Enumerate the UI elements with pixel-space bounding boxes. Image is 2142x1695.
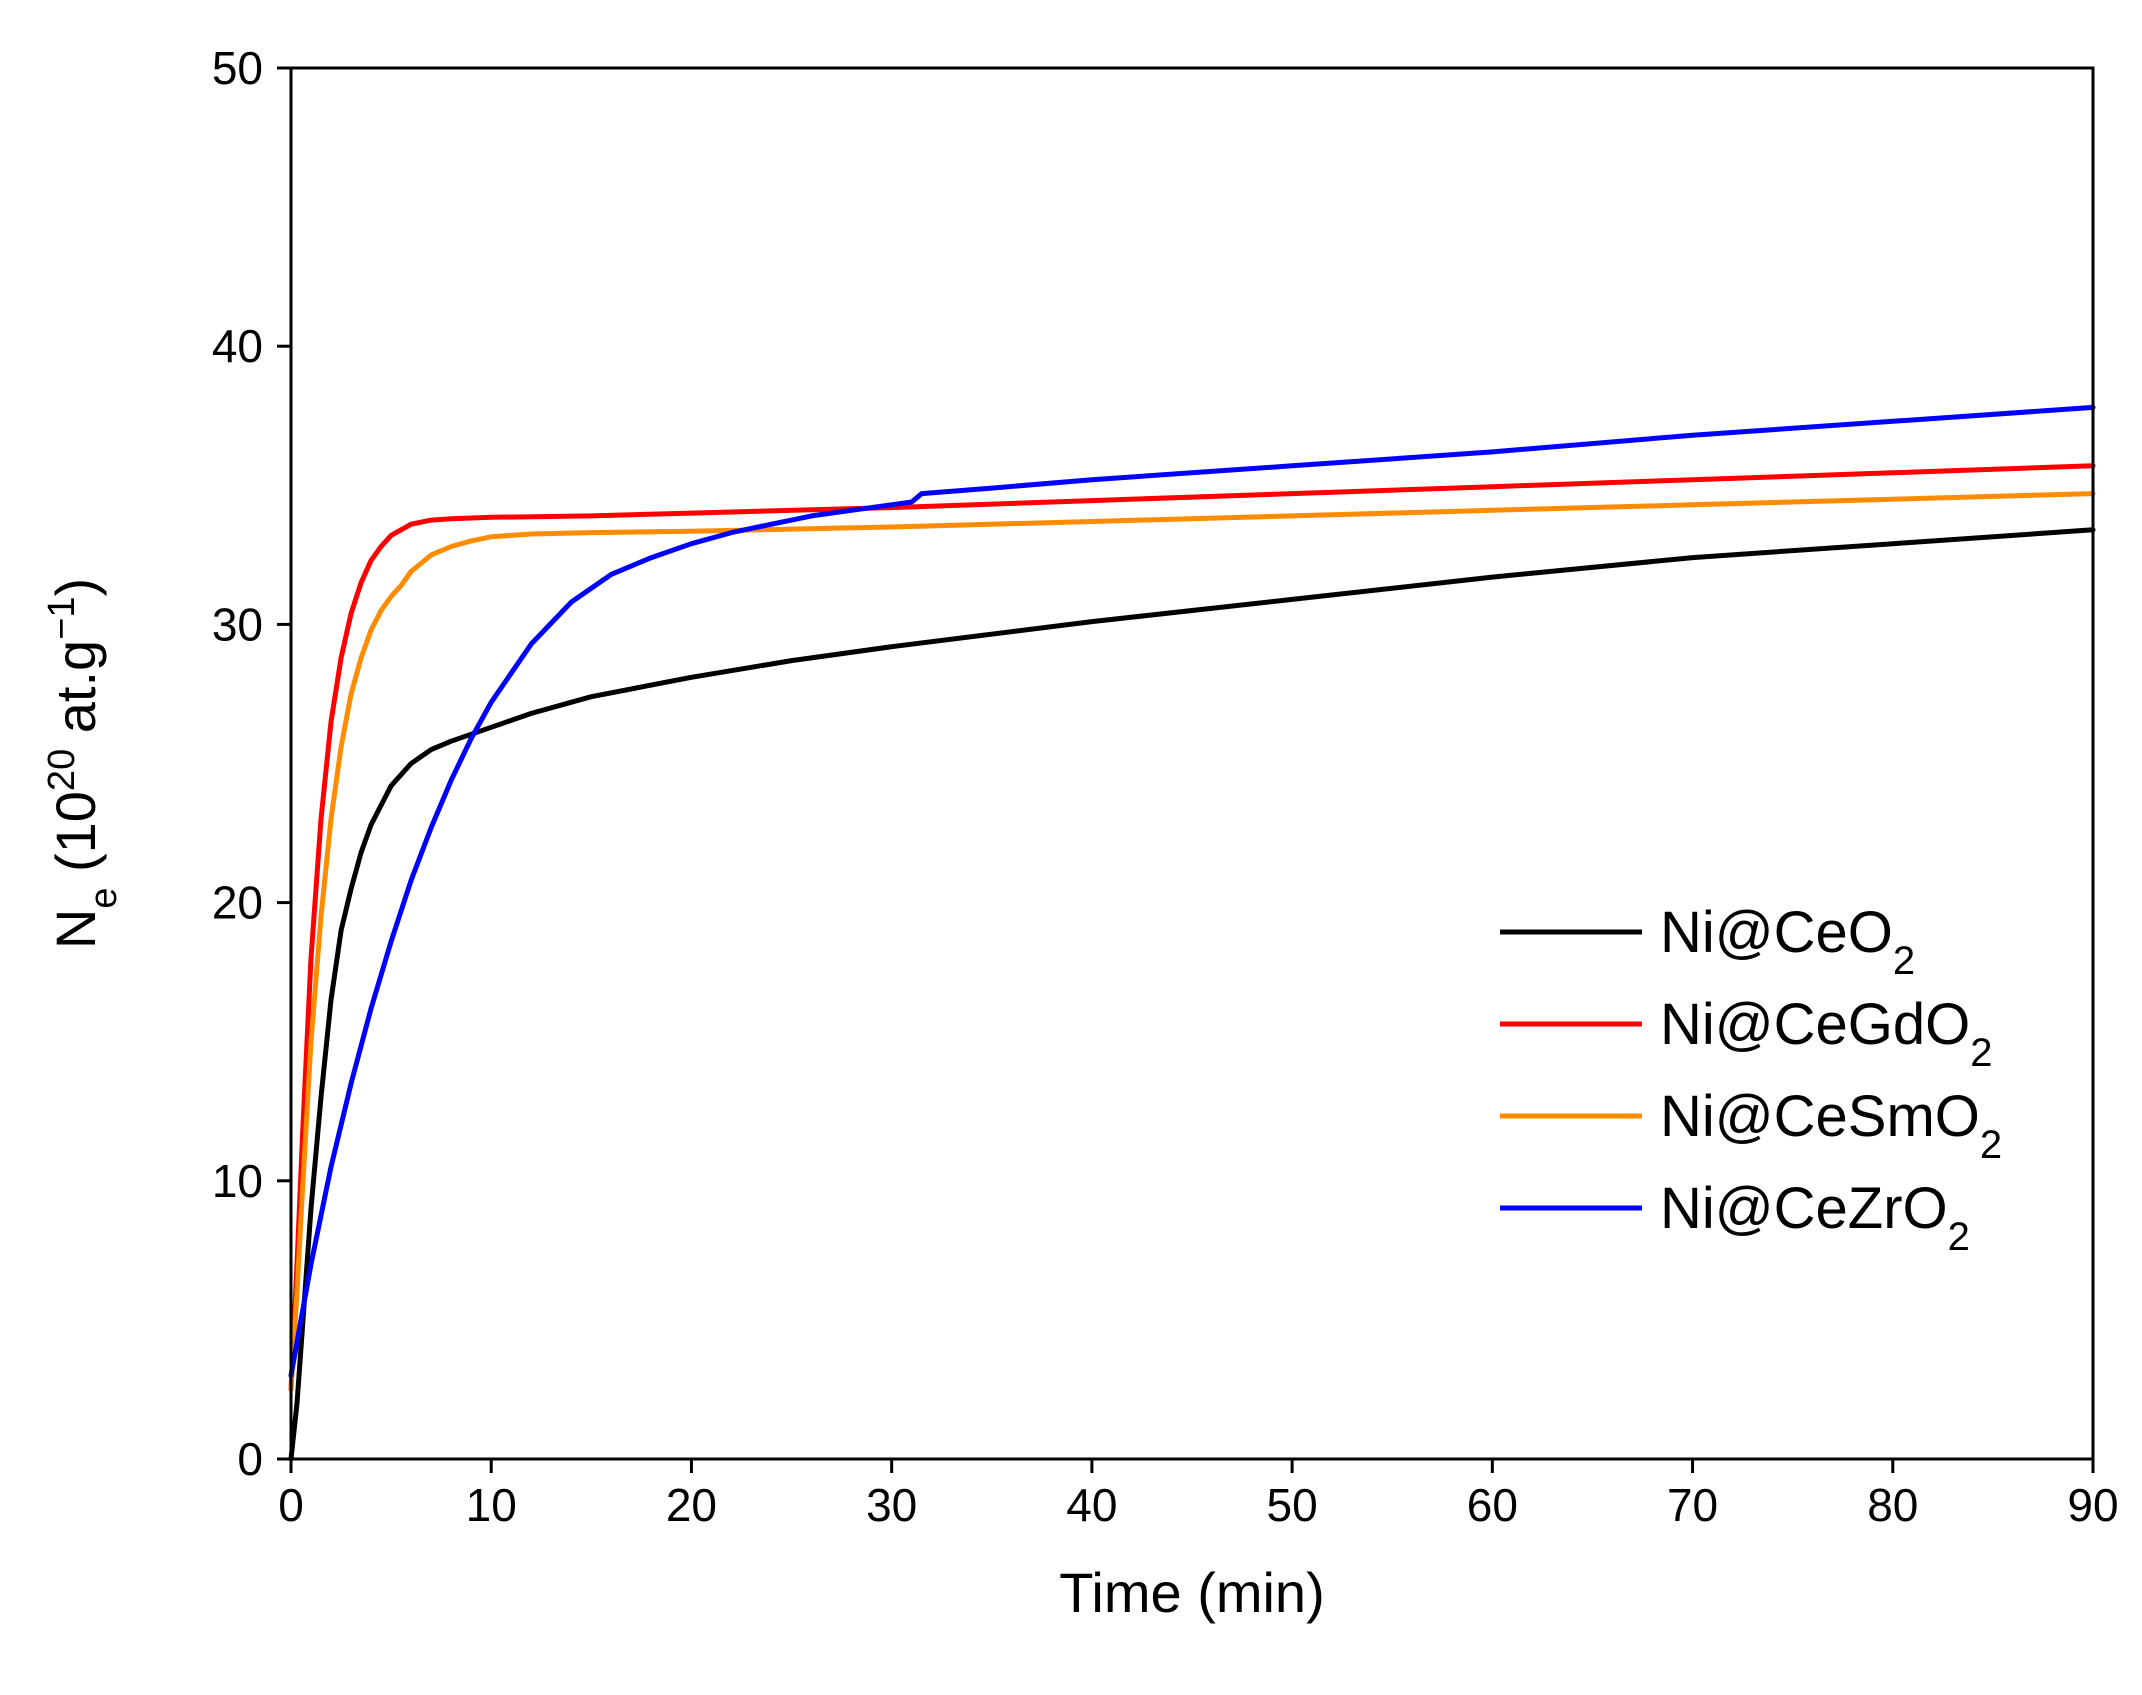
series-line-Ni@CeSmO2 xyxy=(288,491,2096,1392)
series-line-Ni@CeGdO2 xyxy=(288,463,2096,1392)
y-tick-label: 50 xyxy=(212,42,263,94)
legend-label-base: Ni@CeZrO xyxy=(1660,1176,1948,1241)
plot-frame xyxy=(289,66,2095,1461)
x-tick-label: 50 xyxy=(1267,1479,1318,1531)
x-tick-label: 80 xyxy=(1867,1479,1918,1531)
legend-label-sub: 2 xyxy=(1970,1031,1992,1075)
x-tick-label: 10 xyxy=(466,1479,517,1531)
series-layer xyxy=(288,404,2096,1462)
y-tick-label: 20 xyxy=(212,877,263,929)
y-axis-title-base: N xyxy=(44,909,107,949)
y-tick-label: 30 xyxy=(212,598,263,650)
legend-label-Ni@CeGdO2: Ni@CeGdO2 xyxy=(1660,992,1993,1075)
legend-label-sub: 2 xyxy=(1893,939,1915,983)
y-axis-title: Ne (1020 at.g−1) xyxy=(41,578,125,949)
x-tick-label: 70 xyxy=(1667,1479,1718,1531)
x-axis-title: Time (min) xyxy=(1059,1561,1324,1624)
legend-label-sub: 2 xyxy=(1980,1123,2002,1167)
legend-label-Ni@CeZrO2: Ni@CeZrO2 xyxy=(1660,1176,1970,1259)
legend-label-base: Ni@CeSmO xyxy=(1660,1084,1980,1149)
series-line-Ni@CeO2 xyxy=(288,527,2096,1462)
series-line-Ni@CeZrO2 xyxy=(288,404,2096,1378)
y-axis-title-sup2: −1 xyxy=(41,596,83,639)
legend-label-base: Ni@CeGdO xyxy=(1660,992,1970,1057)
legend-label-base: Ni@CeO xyxy=(1660,900,1893,965)
legend-label-Ni@CeO2: Ni@CeO2 xyxy=(1660,900,1915,983)
x-tick-label: 0 xyxy=(278,1479,304,1531)
x-tick-label: 40 xyxy=(1066,1479,1117,1531)
legend-label-sub: 2 xyxy=(1948,1215,1970,1259)
y-axis-title-mid: at.g xyxy=(44,640,107,749)
y-axis-title-open: (10 xyxy=(44,791,107,888)
x-tick-label: 20 xyxy=(666,1479,717,1531)
legend-label-Ni@CeSmO2: Ni@CeSmO2 xyxy=(1660,1084,2002,1167)
y-tick-label: 0 xyxy=(237,1433,263,1485)
y-axis-title-sub: e xyxy=(83,888,125,909)
ticks-layer: 0 10 20 30 40 50 60 70 80 90 0 10 20 30 40 50 xyxy=(212,42,2119,1531)
x-tick-label: 30 xyxy=(866,1479,917,1531)
y-axis-title-sup1: 20 xyxy=(41,749,83,791)
x-tick-label: 90 xyxy=(2067,1479,2118,1531)
y-tick-label: 10 xyxy=(212,1155,263,1207)
y-axis-title-close: ) xyxy=(44,578,107,597)
x-tick-label: 60 xyxy=(1467,1479,1518,1531)
y-tick-label: 40 xyxy=(212,320,263,372)
